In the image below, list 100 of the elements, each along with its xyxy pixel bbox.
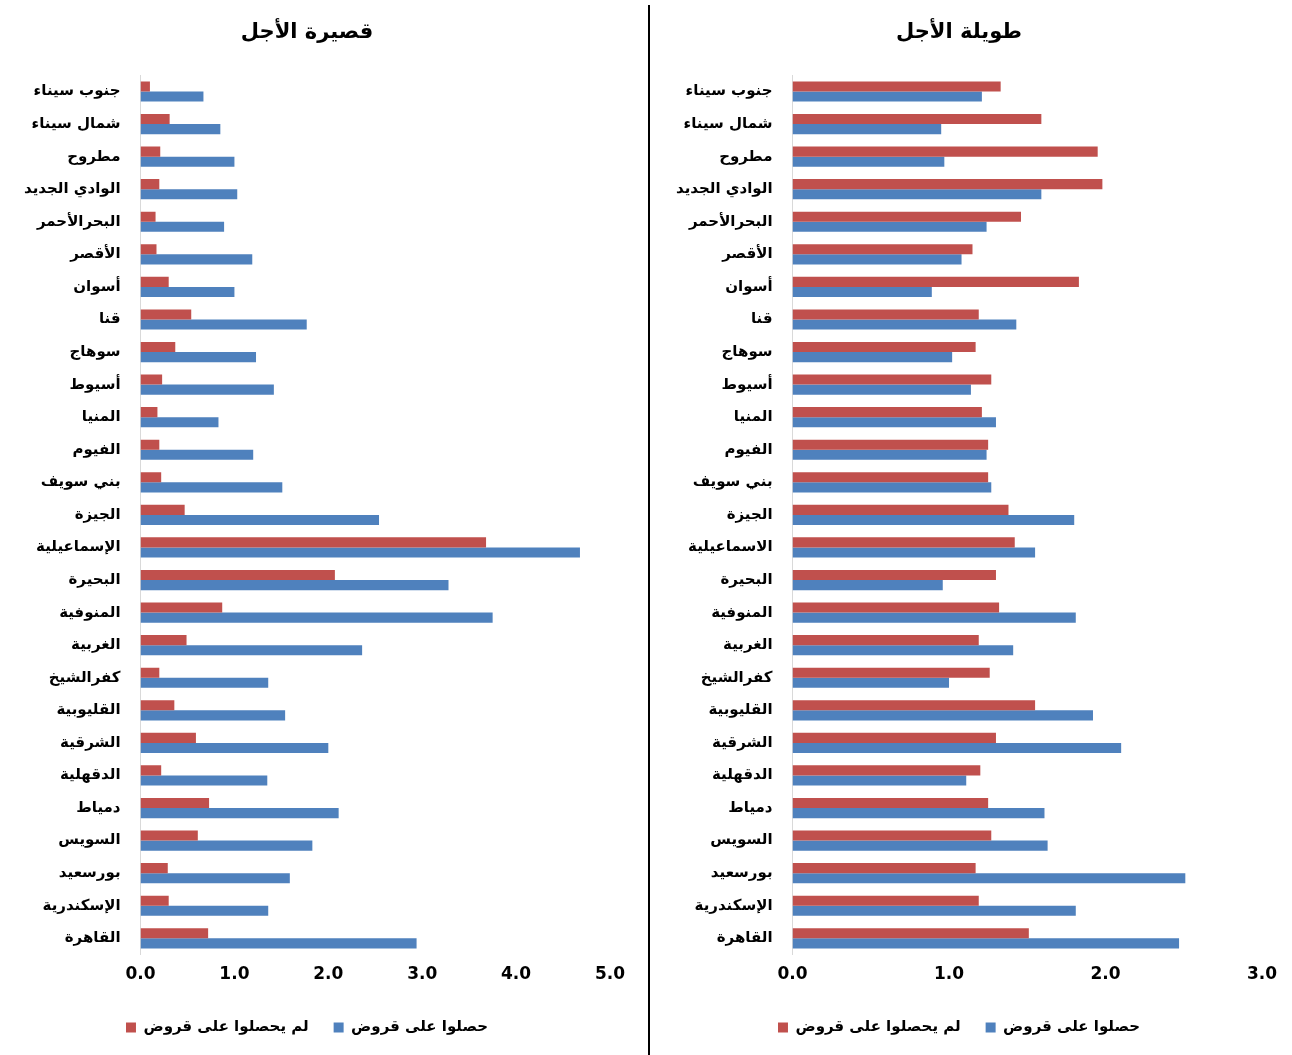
- y-tick-label: الوادي الجديد: [23, 179, 121, 199]
- bar: [140, 384, 274, 395]
- bar: [140, 407, 158, 418]
- x-tick-label: 5.0: [594, 963, 626, 984]
- bar: [140, 612, 493, 623]
- y-tick-label: بورسعيد: [710, 863, 773, 882]
- y-tick-label: الشرقية: [60, 732, 121, 751]
- bar: [140, 449, 254, 460]
- bar: [792, 113, 1042, 125]
- y-tick-label: أسوان: [73, 275, 121, 295]
- bar: [140, 254, 253, 265]
- y-tick-label: أسوان: [725, 275, 773, 295]
- bar: [140, 742, 329, 753]
- bar: [792, 580, 943, 591]
- y-tick-label: مطروح: [719, 146, 773, 165]
- y-tick-label: الجيزة: [726, 504, 773, 523]
- bar: [792, 895, 979, 906]
- y-tick-label: جنوب سيناء: [33, 81, 121, 100]
- bar: [792, 81, 1001, 92]
- bar: [140, 797, 210, 809]
- bar: [140, 645, 363, 656]
- y-tick-label: البحرالأحمر: [35, 211, 121, 230]
- y-tick-label: أسيوط: [69, 373, 121, 393]
- bar: [792, 319, 1017, 330]
- x-tick-label: 3.0: [1246, 963, 1278, 984]
- y-tick-label: البحيرة: [720, 569, 773, 588]
- bar: [792, 439, 989, 450]
- y-tick-label: الإسكندرية: [694, 895, 773, 914]
- bar: [140, 286, 235, 297]
- bar: [792, 179, 1103, 190]
- bar: [140, 146, 161, 157]
- bar: [792, 211, 1022, 222]
- bar: [792, 472, 989, 483]
- bar: [140, 504, 185, 515]
- y-tick-label: أسيوط: [721, 373, 773, 393]
- bar: [140, 732, 196, 743]
- x-tick-label: 0.0: [777, 963, 808, 984]
- x-tick-label: 2.0: [1090, 963, 1121, 984]
- bar: [792, 504, 1009, 515]
- bar: [140, 81, 150, 92]
- legend-label: حصلوا على قروض: [1003, 1017, 1141, 1036]
- y-tick-label: القليوبية: [56, 700, 121, 719]
- bar: [140, 905, 269, 916]
- bar: [140, 341, 176, 353]
- bar: [140, 580, 449, 591]
- bar: [792, 221, 987, 232]
- legend-label: لم يحصلوا على قروض: [795, 1017, 961, 1036]
- bar: [792, 635, 979, 646]
- bar: [792, 384, 971, 395]
- bar: [140, 765, 162, 776]
- bar: [792, 873, 1186, 884]
- y-tick-label: الشرقية: [712, 732, 773, 751]
- bar: [140, 244, 157, 255]
- bar: [140, 775, 268, 786]
- y-tick-label: دمياط: [76, 797, 121, 816]
- bar: [792, 156, 945, 167]
- y-tick-label: الدقهلية: [60, 765, 121, 784]
- y-tick-label: شمال سيناء: [683, 113, 773, 132]
- bar: [792, 449, 987, 460]
- y-tick-label: الإسماعيلية: [36, 537, 121, 556]
- y-tick-label: المنيا: [81, 407, 121, 426]
- bar: [792, 710, 1093, 721]
- bar: [792, 276, 1079, 287]
- bar: [792, 645, 1014, 656]
- y-tick-label: سوهاج: [69, 341, 121, 360]
- bar: [792, 602, 1000, 613]
- bar: [792, 374, 992, 385]
- bar: [792, 938, 1180, 949]
- x-tick-label: 1.0: [219, 963, 250, 984]
- bar: [792, 863, 976, 874]
- bar: [140, 677, 269, 688]
- y-tick-label: بني سويف: [40, 472, 121, 491]
- bar: [792, 700, 1036, 711]
- y-tick-label: الفيوم: [72, 439, 121, 458]
- y-tick-label: السويس: [710, 830, 773, 849]
- y-tick-label: كفرالشيخ: [700, 667, 773, 686]
- bar: [792, 189, 1042, 200]
- bar: [792, 928, 1029, 939]
- y-tick-label: الدقهلية: [712, 765, 773, 784]
- y-tick-label: القاهرة: [716, 928, 773, 947]
- bar: [140, 309, 192, 320]
- bar: [792, 244, 973, 255]
- bar: [140, 667, 160, 678]
- y-tick-label: الغربية: [71, 635, 121, 654]
- bar: [140, 710, 286, 721]
- y-tick-label: الغربية: [723, 635, 773, 654]
- bar: [792, 840, 1048, 851]
- bar: [792, 797, 989, 809]
- bar: [140, 319, 307, 330]
- bar: [792, 341, 976, 353]
- y-tick-label: دمياط: [728, 797, 773, 816]
- legend-label: حصلوا على قروض: [351, 1017, 489, 1036]
- x-tick-label: 4.0: [501, 963, 532, 984]
- bar: [792, 667, 990, 678]
- bar: [140, 211, 156, 222]
- y-tick-label: البحرالأحمر: [687, 211, 773, 230]
- x-tick-label: 2.0: [313, 963, 344, 984]
- bar: [792, 352, 953, 363]
- y-tick-label: البحيرة: [68, 569, 121, 588]
- y-tick-label: الوادي الجديد: [675, 179, 773, 199]
